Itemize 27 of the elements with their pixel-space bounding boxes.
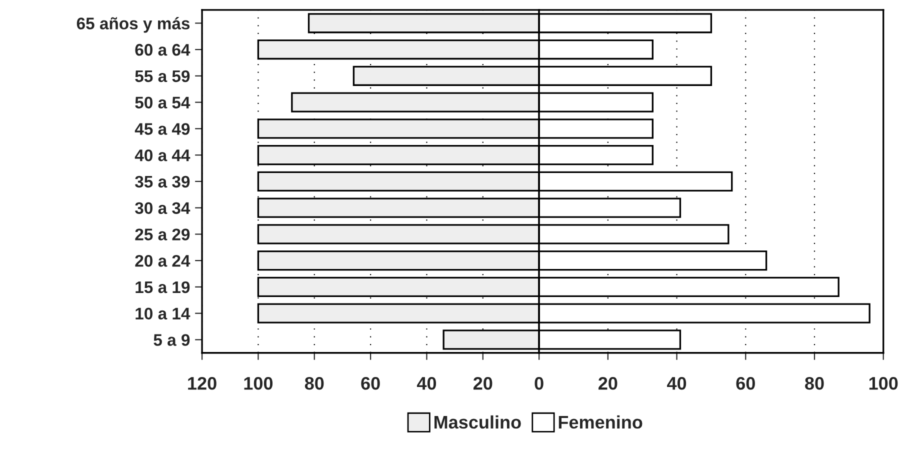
x-tick-label: 40	[416, 376, 436, 390]
x-tick-label: 100	[869, 376, 898, 390]
x-tick-label: 20	[473, 376, 492, 390]
x-tick-label: 100	[244, 376, 273, 390]
y-tick-label: 55 a 59	[135, 70, 190, 82]
x-tick-label: 60	[736, 376, 755, 390]
x-tick-label: 20	[598, 376, 618, 390]
x-tick-label: 0	[534, 376, 544, 390]
y-tick-label: 40 a 44	[134, 149, 190, 162]
x-tick-label: 40	[667, 376, 686, 390]
y-tick-label: 25 a 29	[135, 228, 190, 240]
y-tick-label: 5 a 9	[154, 334, 190, 346]
y-tick-label: 30 a 34	[135, 202, 190, 214]
x-tick-label: 80	[304, 376, 324, 390]
y-tick-label: 45 a 49	[134, 123, 190, 135]
y-tick-label: 10 a 14	[136, 308, 190, 320]
x-tick-label: 80	[805, 376, 824, 390]
y-tick-label: 50 a 54	[135, 96, 190, 108]
text: Femenino	[558, 415, 642, 429]
x-tick-label: 120	[188, 376, 216, 390]
y-tick-label: 65 años y más	[76, 17, 190, 33]
x-tick-label: 60	[361, 376, 380, 390]
y-tick-label: 35 a 39	[135, 176, 190, 188]
y-tick-label: 15 a 19	[136, 281, 190, 294]
legend-label: Masculino	[434, 415, 521, 429]
y-tick-label: 20 a 24	[135, 254, 190, 267]
y-tick-label: 60 a 64	[135, 44, 190, 56]
